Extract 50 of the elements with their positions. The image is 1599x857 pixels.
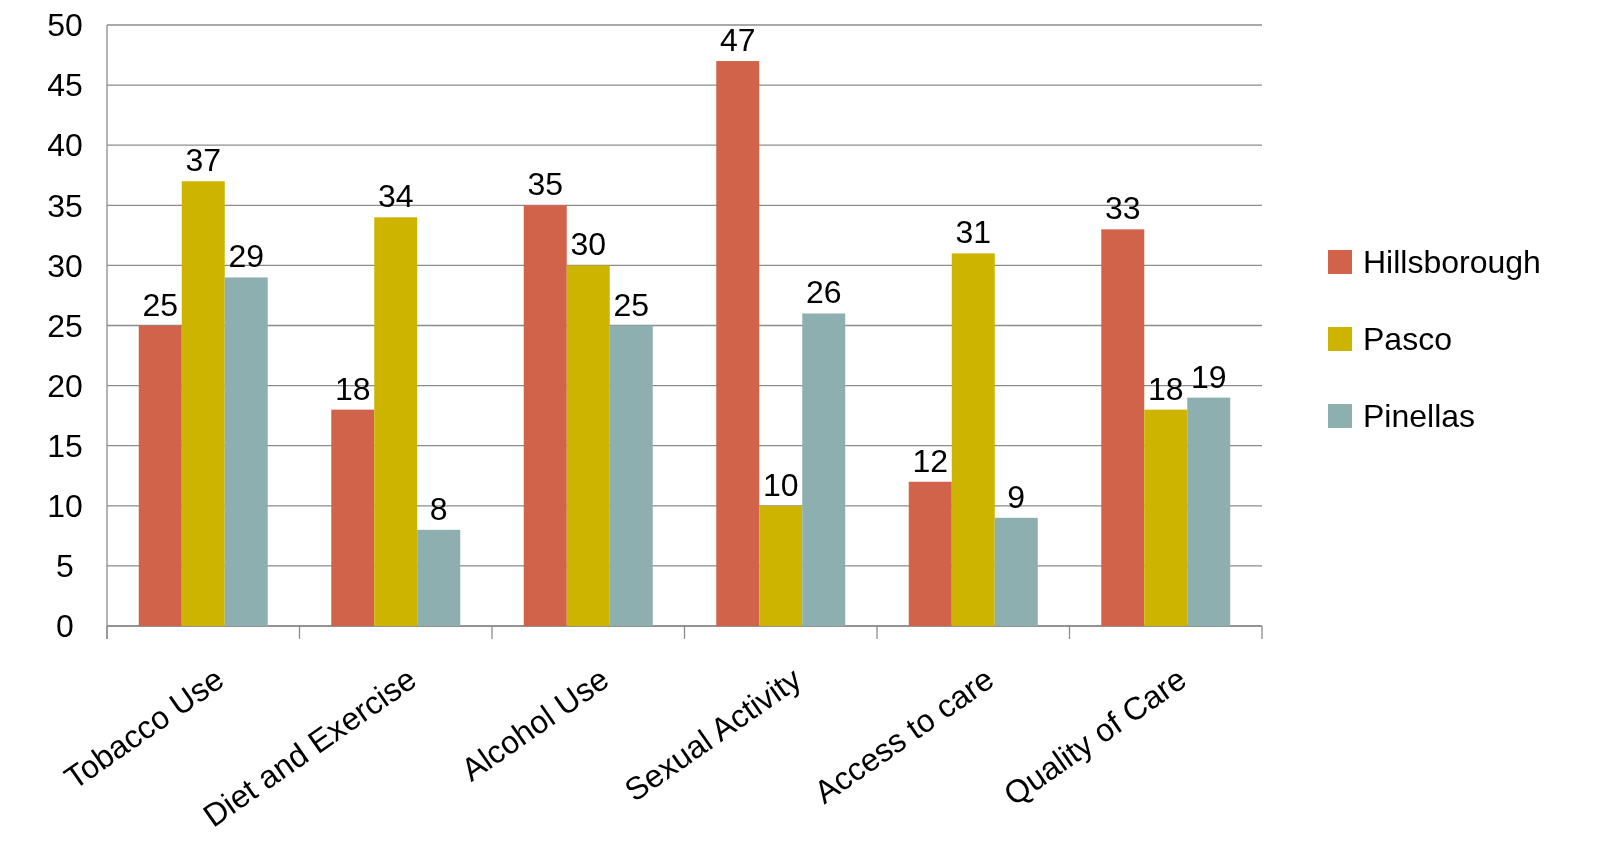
data-label: 33	[1104, 190, 1141, 227]
bar	[994, 517, 1038, 626]
bar	[609, 325, 653, 626]
bar	[566, 265, 610, 626]
data-label: 47	[719, 22, 756, 59]
bar	[523, 205, 567, 626]
bar	[908, 481, 952, 626]
data-label: 34	[377, 178, 414, 215]
bar	[951, 253, 995, 626]
bar	[138, 325, 182, 626]
data-label: 10	[762, 466, 799, 503]
data-label: 25	[613, 286, 650, 323]
bar	[1187, 397, 1231, 626]
y-tick-label: 0	[56, 608, 74, 645]
data-label: 18	[334, 370, 371, 407]
data-label: 9	[1007, 478, 1026, 515]
bar	[224, 277, 268, 626]
bar	[802, 313, 846, 626]
data-label: 19	[1190, 358, 1227, 395]
data-label: 12	[912, 442, 949, 479]
data-label: 26	[805, 274, 842, 311]
bar	[374, 217, 418, 626]
bar	[417, 529, 461, 626]
y-tick-label: 40	[47, 127, 83, 164]
bar	[716, 61, 760, 626]
bar	[759, 505, 803, 626]
legend-label: Pinellas	[1363, 398, 1476, 435]
bar	[181, 181, 225, 626]
y-tick-label: 25	[47, 307, 83, 344]
data-label: 25	[142, 286, 179, 323]
bar	[1101, 229, 1145, 626]
y-tick-label: 35	[47, 187, 83, 224]
y-tick-label: 10	[47, 488, 83, 524]
y-tick-label: 30	[47, 247, 83, 284]
y-tick-label: 45	[47, 67, 83, 104]
legend-label: Hillsborough	[1363, 244, 1541, 281]
y-tick-label: 15	[47, 427, 83, 464]
legend-label: Pasco	[1363, 321, 1452, 358]
bar	[1144, 409, 1188, 626]
data-label: 35	[527, 166, 564, 203]
y-tick-label: 20	[47, 367, 83, 404]
data-label: 31	[955, 214, 992, 251]
data-label: 30	[570, 226, 607, 263]
data-label: 29	[228, 238, 265, 275]
y-tick-label: 50	[47, 7, 83, 44]
data-label: 18	[1147, 370, 1184, 407]
data-label: 37	[185, 142, 222, 179]
data-label: 8	[429, 490, 448, 527]
y-tick-label: 5	[56, 548, 74, 585]
bar	[331, 409, 375, 626]
